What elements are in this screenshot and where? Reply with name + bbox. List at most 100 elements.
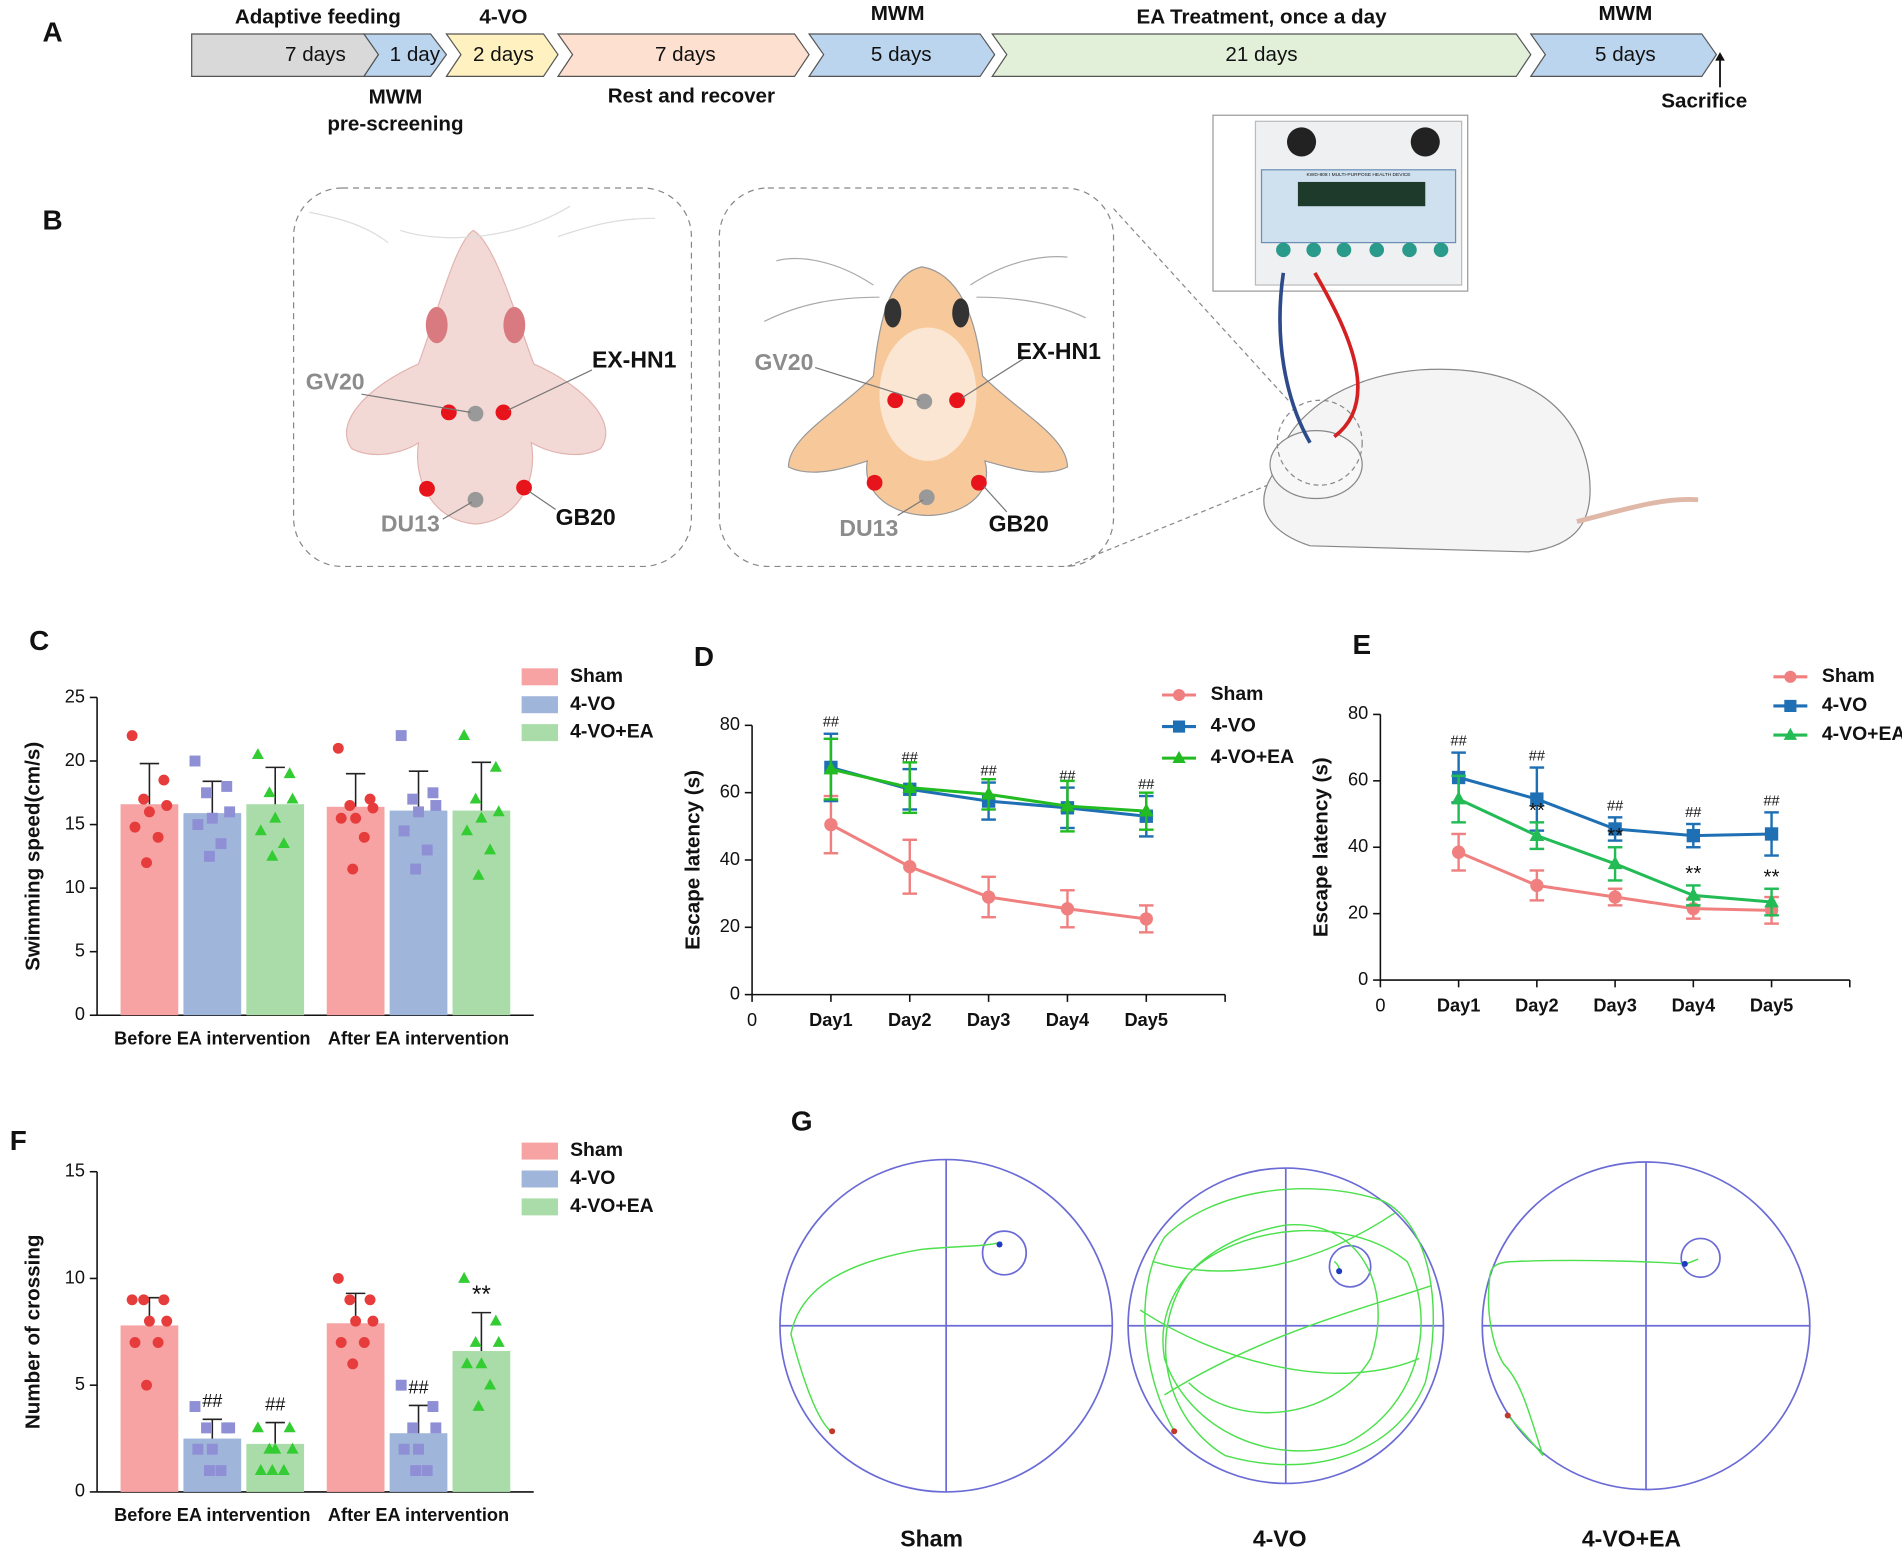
x-tick-label: Day1 bbox=[809, 1010, 852, 1030]
data-point bbox=[407, 793, 419, 805]
acupoint-label: EX-HN1 bbox=[1016, 338, 1101, 364]
timeline bbox=[191, 33, 1725, 88]
data-point bbox=[430, 800, 442, 811]
data-point bbox=[206, 812, 218, 824]
data-point bbox=[152, 831, 164, 843]
data-point bbox=[367, 802, 379, 814]
data-point bbox=[141, 857, 152, 869]
bar bbox=[120, 804, 179, 1016]
data-point bbox=[138, 793, 150, 805]
legend-swatch bbox=[521, 724, 559, 742]
significance: ## bbox=[1529, 748, 1546, 764]
acupoint bbox=[971, 474, 987, 491]
data-point bbox=[1686, 828, 1700, 843]
y-tick-label: 10 bbox=[65, 877, 85, 897]
data-point bbox=[1139, 912, 1153, 926]
stage-label: Adaptive feeding bbox=[235, 6, 401, 29]
y-axis-label: Number of crossing bbox=[21, 1234, 44, 1429]
data-point bbox=[347, 863, 359, 875]
segment-label: 7 days bbox=[655, 43, 716, 66]
data-point bbox=[201, 787, 212, 799]
leader-lines bbox=[361, 369, 593, 520]
timeline-segment bbox=[1529, 33, 1718, 78]
data-point bbox=[903, 860, 917, 874]
data-point bbox=[458, 1271, 471, 1283]
data-point bbox=[201, 1422, 212, 1434]
panel-label: D bbox=[694, 641, 714, 672]
stage-label: MWM bbox=[369, 86, 423, 109]
legend-label: 4-VO+EA bbox=[570, 721, 654, 743]
maze-traces bbox=[779, 1158, 1811, 1493]
maze-platform bbox=[1328, 1244, 1372, 1288]
data-point bbox=[458, 729, 471, 740]
legend-swatch bbox=[521, 1142, 559, 1160]
significance: ** bbox=[472, 1281, 491, 1308]
acupoint bbox=[887, 392, 904, 409]
panel-label: G bbox=[791, 1106, 813, 1137]
data-point bbox=[158, 1294, 170, 1306]
data-point bbox=[492, 805, 505, 817]
brain bbox=[879, 327, 977, 461]
acupoint-label: EX-HN1 bbox=[592, 347, 677, 373]
significance: ** bbox=[1529, 799, 1545, 822]
dashed-frame bbox=[718, 187, 1115, 568]
whiskers bbox=[309, 205, 656, 244]
swim-track bbox=[790, 1241, 1003, 1434]
legend-marker bbox=[1784, 699, 1797, 713]
segment-label: 21 days bbox=[1225, 43, 1297, 66]
wire bbox=[1313, 272, 1360, 439]
acupoint bbox=[440, 404, 457, 421]
y-tick-label: 0 bbox=[75, 1004, 85, 1024]
data-point bbox=[1685, 887, 1701, 901]
bar bbox=[326, 1323, 385, 1492]
stage-label: EA Treatment, once a day bbox=[1136, 6, 1387, 29]
data-point bbox=[152, 1337, 164, 1348]
data-point bbox=[158, 774, 170, 786]
data-point bbox=[395, 730, 407, 742]
whiskers bbox=[763, 256, 1086, 322]
data-point bbox=[277, 837, 290, 848]
data-point bbox=[126, 730, 138, 742]
data-point bbox=[189, 1401, 201, 1412]
data-point bbox=[469, 1335, 482, 1347]
data-point bbox=[1764, 894, 1779, 908]
stage-label: pre-screening bbox=[327, 112, 463, 135]
device-knobs bbox=[1276, 242, 1449, 258]
data-point bbox=[283, 1421, 296, 1433]
y-tick-label: 20 bbox=[65, 750, 85, 770]
legend-marker bbox=[1172, 720, 1186, 733]
data-point bbox=[286, 1442, 299, 1454]
data-point bbox=[206, 1443, 218, 1455]
zoom-line bbox=[1113, 208, 1289, 401]
leader-lines bbox=[814, 357, 1026, 517]
x-tick-label: 0 bbox=[747, 1010, 757, 1030]
data-point bbox=[981, 890, 996, 904]
significance: ## bbox=[1763, 793, 1780, 809]
y-tick-label: 80 bbox=[1348, 703, 1368, 723]
y-tick-label: 25 bbox=[65, 686, 85, 706]
data-point bbox=[489, 1314, 502, 1326]
eye bbox=[952, 298, 970, 328]
y-tick-label: 80 bbox=[720, 714, 740, 734]
x-tick-label: Day2 bbox=[1515, 996, 1558, 1016]
data-point bbox=[398, 1443, 410, 1455]
data-point bbox=[472, 868, 485, 880]
y-tick-label: 60 bbox=[1348, 770, 1368, 790]
data-point bbox=[251, 748, 264, 760]
maze-platform bbox=[1680, 1237, 1721, 1279]
data-point bbox=[469, 792, 482, 804]
x-tick-label: Day4 bbox=[1672, 996, 1716, 1016]
timeline-segment bbox=[991, 33, 1532, 78]
data-point bbox=[224, 806, 236, 818]
significance: ## bbox=[981, 763, 998, 779]
legend-label: 4-VO+EA bbox=[570, 1195, 654, 1217]
bar bbox=[183, 813, 242, 1016]
y-axis-label: Swimming speed(cm/s) bbox=[21, 742, 44, 971]
device-display bbox=[1297, 181, 1426, 207]
data-point bbox=[277, 1464, 290, 1475]
legend-marker bbox=[1172, 750, 1186, 763]
data-point bbox=[266, 1464, 279, 1475]
data-point bbox=[126, 1294, 138, 1306]
legend-label: Sham bbox=[570, 1139, 623, 1161]
